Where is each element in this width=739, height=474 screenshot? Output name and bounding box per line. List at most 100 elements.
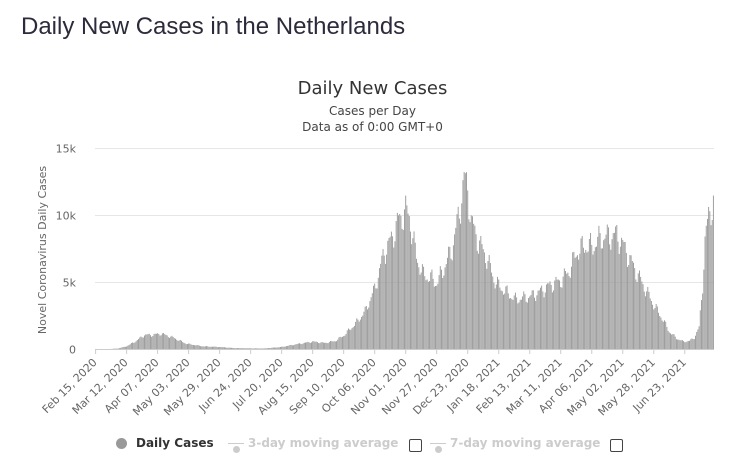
bar[interactable] [216,347,218,349]
bar[interactable] [622,239,624,349]
bar[interactable] [611,239,613,349]
bar[interactable] [284,346,286,349]
bar[interactable] [503,294,504,349]
bar[interactable] [433,286,435,349]
bar[interactable] [667,330,669,349]
bar[interactable] [592,254,594,349]
bar[interactable] [203,346,205,349]
bar[interactable] [525,301,527,349]
bar[interactable] [396,212,398,349]
bar[interactable] [221,347,223,349]
bar[interactable] [448,246,450,349]
bar[interactable] [449,246,451,349]
bar[interactable] [696,331,698,349]
bar[interactable] [263,348,265,349]
bar[interactable] [123,346,125,349]
bar[interactable] [384,263,386,349]
bar[interactable] [429,281,431,349]
bar[interactable] [643,291,645,349]
bar[interactable] [367,309,368,349]
bar[interactable] [450,258,452,349]
bar[interactable] [516,297,518,349]
bar[interactable] [198,345,200,349]
bar[interactable] [343,336,345,349]
bar[interactable] [572,252,574,349]
bar[interactable] [333,341,335,349]
bar[interactable] [605,234,607,349]
bar[interactable] [419,274,421,349]
bar[interactable] [177,340,179,349]
bar[interactable] [702,293,704,349]
bar[interactable] [252,348,254,349]
bar[interactable] [269,348,271,349]
bar[interactable] [698,326,700,349]
bar[interactable] [486,268,488,349]
bar[interactable] [631,260,633,349]
bar[interactable] [291,345,293,349]
bar[interactable] [526,302,528,349]
bar[interactable] [508,298,510,349]
bar[interactable] [241,348,243,349]
bar[interactable] [350,329,352,349]
bar[interactable] [392,236,394,349]
bar[interactable] [426,279,428,349]
bar[interactable] [117,348,119,349]
bar[interactable] [573,251,575,349]
bar[interactable] [445,264,447,349]
bar[interactable] [172,336,174,349]
bar[interactable] [147,334,149,349]
bar[interactable] [649,298,651,349]
bar[interactable] [342,336,343,349]
bar[interactable] [127,345,129,349]
bar[interactable] [229,347,231,349]
bar[interactable] [597,236,599,349]
bar[interactable] [587,251,589,349]
bar[interactable] [590,232,592,349]
bar[interactable] [594,247,596,349]
bar[interactable] [499,287,501,349]
bar[interactable] [629,255,631,349]
bar[interactable] [609,244,611,349]
bar[interactable] [466,172,467,349]
bar[interactable] [400,215,402,349]
bar[interactable] [687,341,689,349]
bar[interactable] [307,341,309,349]
bar[interactable] [138,339,139,349]
bar[interactable] [530,295,532,349]
bar[interactable] [271,347,273,349]
bar[interactable] [382,249,384,349]
bar[interactable] [268,348,269,349]
bar[interactable] [135,341,137,349]
bar[interactable] [408,215,410,349]
bar[interactable] [357,319,359,349]
bar[interactable] [395,221,397,349]
bar[interactable] [441,269,442,349]
bar[interactable] [550,284,552,349]
bar[interactable] [693,339,695,349]
bar[interactable] [705,225,707,349]
bar[interactable] [157,333,159,349]
bar[interactable] [141,337,143,349]
bar[interactable] [282,346,284,349]
bar[interactable] [495,284,497,349]
bar[interactable] [580,238,582,349]
bar[interactable] [553,290,555,349]
bar[interactable] [121,347,123,349]
bar[interactable] [285,346,287,349]
bar[interactable] [616,224,618,349]
bar[interactable] [132,342,134,349]
bar[interactable] [697,329,699,349]
bar[interactable] [604,238,606,349]
bar[interactable] [186,344,188,349]
bar[interactable] [672,334,674,349]
bar[interactable] [439,266,441,349]
bar[interactable] [414,242,416,349]
bar[interactable] [332,341,334,349]
bar[interactable] [437,283,439,349]
bar[interactable] [567,272,569,349]
bar[interactable] [275,347,277,349]
bar[interactable] [258,348,260,349]
bar[interactable] [257,348,259,349]
bar[interactable] [662,321,664,349]
bar[interactable] [259,348,261,349]
